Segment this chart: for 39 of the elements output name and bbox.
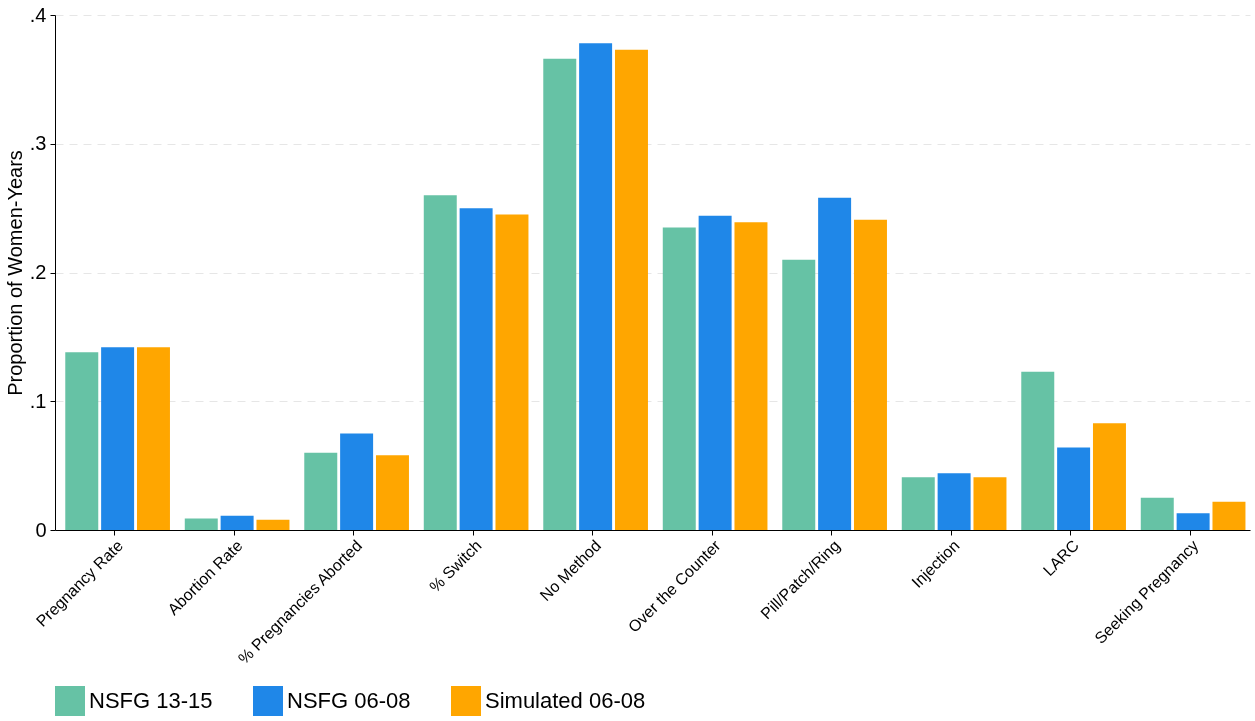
bar [1212,501,1246,530]
bar [901,477,935,530]
bar [698,215,732,530]
bar [973,477,1007,530]
bar [304,452,338,530]
bar [734,222,768,530]
bar [65,352,99,530]
bar [220,515,254,530]
bar [1092,423,1126,530]
bar [1057,447,1091,530]
legend-label: NSFG 13-15 [89,688,213,713]
legend-label: NSFG 06-08 [287,688,411,713]
bar [1021,371,1055,530]
bar [184,518,218,530]
bar [579,43,613,530]
y-tick-label: .4 [29,3,47,26]
bar [375,455,409,530]
y-tick-label: .1 [29,389,47,412]
bar [853,219,887,530]
bar [423,195,457,530]
bar [662,227,696,530]
bar [1140,497,1174,530]
bar [136,347,170,530]
bar [1176,513,1210,530]
y-tick-label: .3 [29,132,47,155]
bar [818,197,852,530]
y-tick-label: .2 [29,261,47,283]
bar [495,214,529,530]
y-tick-label: 0 [35,518,47,541]
legend-label: Simulated 06-08 [485,688,646,713]
bar [614,49,648,530]
y-axis-title: Proportion of Women-Years [3,150,26,396]
bar [937,473,971,530]
bar [543,58,577,530]
bar [101,347,135,530]
bar [340,433,374,530]
bar [256,519,290,530]
bar [459,208,493,530]
bar [782,259,816,530]
